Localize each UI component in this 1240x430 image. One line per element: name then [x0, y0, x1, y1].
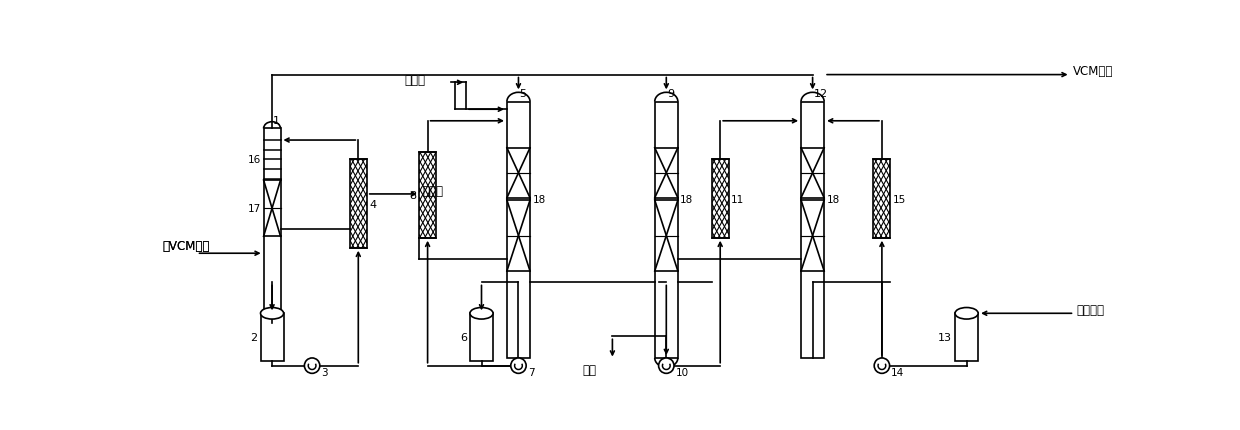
Circle shape [658, 358, 675, 374]
Text: 17: 17 [248, 204, 262, 214]
Bar [801, 102, 825, 358]
Bar [507, 102, 529, 358]
Bar [873, 160, 890, 238]
Bar [712, 160, 729, 238]
Text: 9: 9 [667, 89, 675, 98]
Text: 16: 16 [248, 155, 262, 165]
Text: 12: 12 [813, 89, 827, 98]
Bar [264, 129, 280, 323]
Text: 粗VCM气体: 粗VCM气体 [162, 240, 210, 252]
Ellipse shape [260, 308, 284, 319]
Text: 18: 18 [532, 194, 546, 205]
Circle shape [511, 358, 526, 374]
Text: 5: 5 [520, 89, 526, 98]
Text: 浓盐酸: 浓盐酸 [422, 184, 443, 197]
Text: 2: 2 [250, 332, 258, 342]
Circle shape [304, 358, 320, 374]
Bar [655, 102, 678, 358]
Bar [260, 313, 284, 361]
Circle shape [874, 358, 889, 374]
Bar [955, 313, 978, 361]
Text: 粗VCM气体: 粗VCM气体 [162, 240, 210, 252]
Text: 7: 7 [528, 367, 534, 377]
Text: 13: 13 [937, 332, 952, 342]
Text: 6: 6 [460, 332, 467, 342]
Text: 4: 4 [370, 199, 376, 209]
Ellipse shape [470, 308, 494, 319]
Ellipse shape [955, 308, 978, 319]
Text: 14: 14 [892, 367, 904, 377]
Text: 8: 8 [409, 190, 417, 200]
Text: 1: 1 [273, 115, 280, 126]
Text: 15: 15 [893, 194, 906, 204]
Bar [350, 160, 367, 248]
Text: 新鲜水: 新鲜水 [404, 74, 425, 87]
Bar [470, 313, 494, 361]
Text: 3: 3 [321, 367, 327, 377]
Text: VCM气体: VCM气体 [1073, 65, 1114, 78]
Bar [419, 152, 436, 238]
Text: 10: 10 [676, 367, 688, 377]
Text: 18: 18 [681, 194, 693, 205]
Text: 废水: 废水 [583, 363, 596, 376]
Text: 新鲜碱液: 新鲜碱液 [1076, 303, 1105, 316]
Text: 18: 18 [826, 194, 839, 205]
Text: 11: 11 [732, 194, 744, 204]
